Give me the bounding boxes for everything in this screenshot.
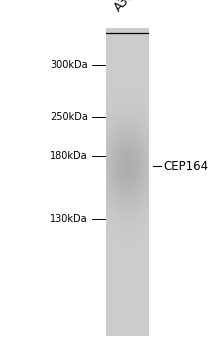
Text: 300kDa: 300kDa [50, 60, 88, 70]
Text: 180kDa: 180kDa [50, 151, 88, 161]
Text: 250kDa: 250kDa [50, 112, 88, 122]
Text: CEP164: CEP164 [163, 160, 208, 173]
Text: 130kDa: 130kDa [50, 214, 88, 224]
Text: A375: A375 [112, 0, 142, 14]
